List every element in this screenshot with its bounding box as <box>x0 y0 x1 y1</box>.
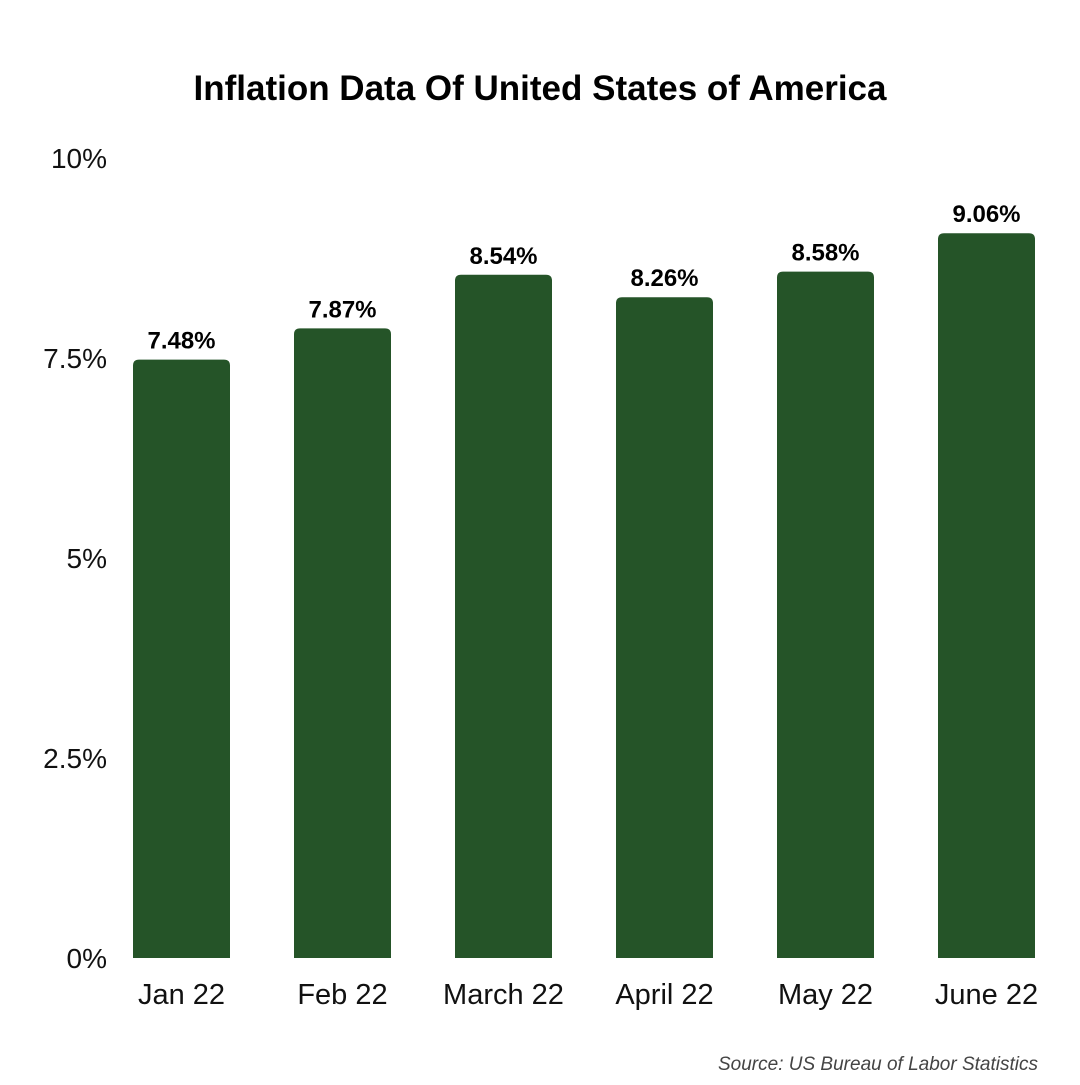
y-tick-label: 5% <box>67 543 107 574</box>
y-tick-label: 7.5% <box>43 343 107 374</box>
x-tick-label: March 22 <box>443 979 564 1011</box>
bars <box>133 233 1035 959</box>
x-tick-label: April 22 <box>615 979 713 1011</box>
x-tick-label: Jan 22 <box>138 979 225 1011</box>
bar <box>938 233 1035 958</box>
bar-value-label: 8.54% <box>469 243 537 270</box>
bar <box>294 328 391 958</box>
x-tick-label: May 22 <box>778 979 873 1011</box>
bar <box>455 274 552 958</box>
chart-title: Inflation Data Of United States of Ameri… <box>194 69 888 108</box>
bar-value-label: 8.58% <box>791 240 859 267</box>
bar-value-label: 7.87% <box>308 296 376 323</box>
y-tick-label: 0% <box>67 943 107 974</box>
bar-value-label: 8.26% <box>630 265 698 292</box>
source-note: Source: US Bureau of Labor Statistics <box>718 1054 1038 1075</box>
y-axis-ticks: 0% 2.5% 5% 7.5% 10% <box>43 143 107 974</box>
bar-value-label: 7.48% <box>147 328 215 355</box>
x-tick-label: Feb 22 <box>297 979 387 1011</box>
value-labels: 7.48% 7.87% 8.54% 8.26% 8.58% 9.06% <box>147 201 1020 354</box>
bar <box>133 359 230 959</box>
x-tick-label: June 22 <box>935 979 1038 1011</box>
bar <box>616 297 713 958</box>
bar-value-label: 9.06% <box>952 201 1020 228</box>
y-tick-label: 10% <box>51 143 107 174</box>
bar <box>777 271 874 959</box>
x-axis-labels: Jan 22 Feb 22 March 22 April 22 May 22 June 2… <box>138 979 1038 1011</box>
y-tick-label: 2.5% <box>43 743 107 774</box>
